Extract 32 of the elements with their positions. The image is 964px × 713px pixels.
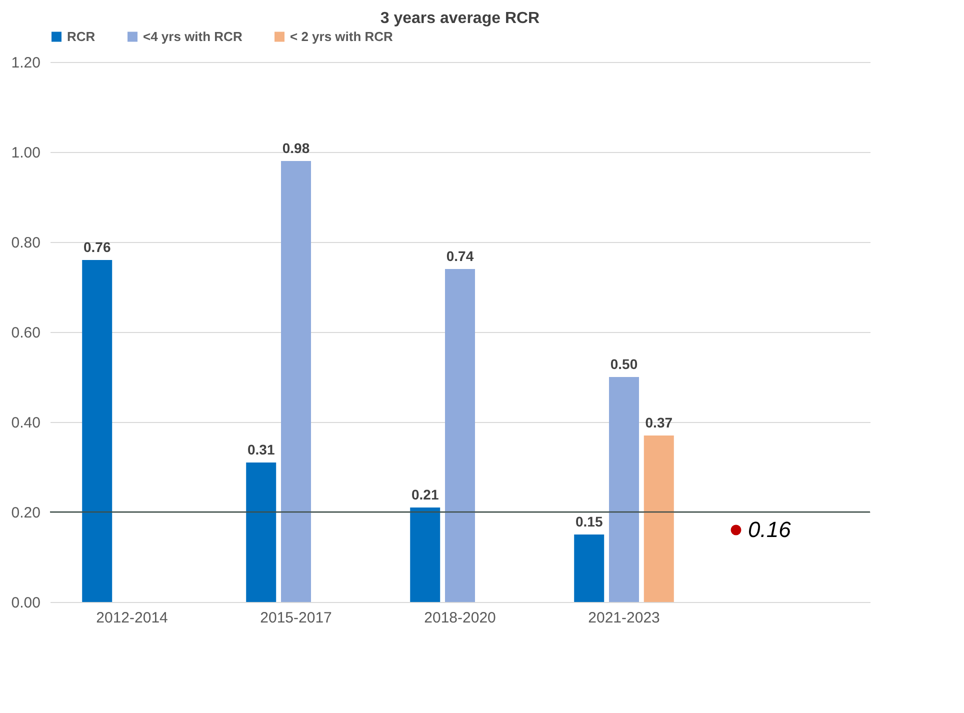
- y-tick-label: 1.00: [11, 144, 40, 162]
- x-tick-label: 2015-2017: [260, 610, 332, 626]
- chart-title: 3 years average RCR: [380, 10, 540, 27]
- bar: [82, 260, 112, 602]
- data-label: 0.16: [748, 517, 792, 542]
- data-label: 0.76: [83, 239, 111, 255]
- y-tick-label: 0.60: [11, 324, 40, 342]
- x-tick-label: 2021-2023: [588, 610, 660, 626]
- data-label: 0.50: [610, 356, 638, 372]
- data-label: 0.15: [575, 514, 603, 530]
- legend-label: <4 yrs with RCR: [143, 28, 243, 44]
- data-label: 0.21: [411, 486, 439, 502]
- legend-label: RCR: [67, 28, 96, 44]
- x-tick-label: 2018-2020: [424, 610, 496, 626]
- y-tick-label: 0.80: [11, 234, 40, 252]
- y-tick-label: 1.20: [11, 54, 40, 72]
- bar: [574, 534, 604, 602]
- data-label: 0.37: [645, 414, 673, 430]
- x-tick-label: 2012-2014: [96, 610, 168, 626]
- bar: [281, 161, 311, 602]
- legend-label: < 2 yrs with RCR: [290, 28, 394, 44]
- y-tick-label: 0.20: [11, 504, 40, 522]
- data-label: 0.31: [247, 442, 275, 458]
- bar: [410, 508, 440, 602]
- bar: [445, 269, 475, 602]
- data-label: 0.98: [282, 140, 310, 156]
- y-tick-label: 0.40: [11, 414, 40, 432]
- bar: [609, 377, 639, 602]
- bar: [246, 462, 276, 602]
- y-tick-label: 0.00: [11, 594, 40, 612]
- data-label: 0.74: [446, 248, 474, 264]
- bar: [644, 436, 674, 602]
